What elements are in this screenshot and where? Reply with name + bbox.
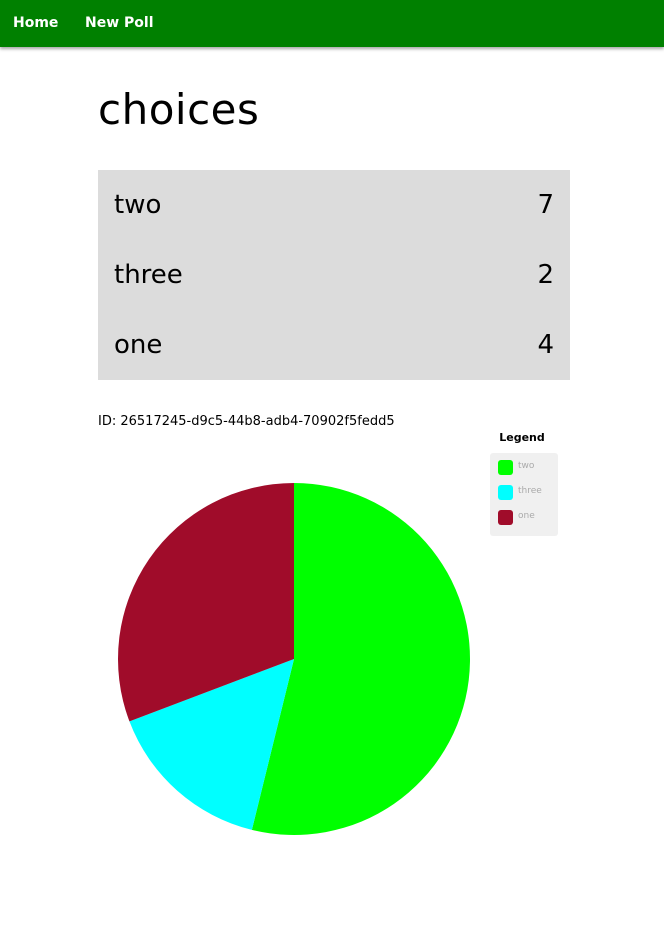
legend: two three one: [490, 453, 558, 536]
choices-table: two 7 three 2 one 4: [98, 170, 570, 380]
choice-name: two: [114, 190, 162, 220]
legend-swatch: [498, 485, 513, 500]
choice-name: three: [114, 260, 183, 290]
pie-slice-one[interactable]: [117, 483, 294, 722]
nav-new-poll-link[interactable]: New Poll: [85, 15, 154, 31]
legend-label: two: [518, 461, 535, 471]
pie-slice-three[interactable]: [129, 659, 294, 830]
poll-title: choices: [98, 85, 260, 134]
legend-item[interactable]: three: [498, 485, 558, 501]
pie-slice-two[interactable]: [251, 483, 470, 835]
top-nav-bar: Home New Poll: [0, 0, 664, 47]
choice-row: three 2: [98, 240, 570, 310]
choice-name: one: [114, 330, 163, 360]
legend-item[interactable]: one: [498, 510, 558, 526]
nav-home-link[interactable]: Home: [13, 15, 59, 31]
legend-label: three: [518, 486, 542, 496]
pie-chart-svg: [117, 483, 470, 835]
choice-count: 2: [537, 260, 554, 290]
choice-row: one 4: [98, 310, 570, 380]
legend-swatch: [498, 460, 513, 475]
legend-title: Legend: [499, 431, 545, 444]
poll-id: ID: 26517245-d9c5-44b8-adb4-70902f5fedd5: [98, 414, 395, 429]
choice-row: two 7: [98, 170, 570, 240]
choice-count: 4: [537, 330, 554, 360]
legend-label: one: [518, 511, 535, 521]
legend-swatch: [498, 510, 513, 525]
pie-chart: [100, 465, 488, 853]
choice-count: 7: [537, 190, 554, 220]
legend-item[interactable]: two: [498, 460, 558, 476]
